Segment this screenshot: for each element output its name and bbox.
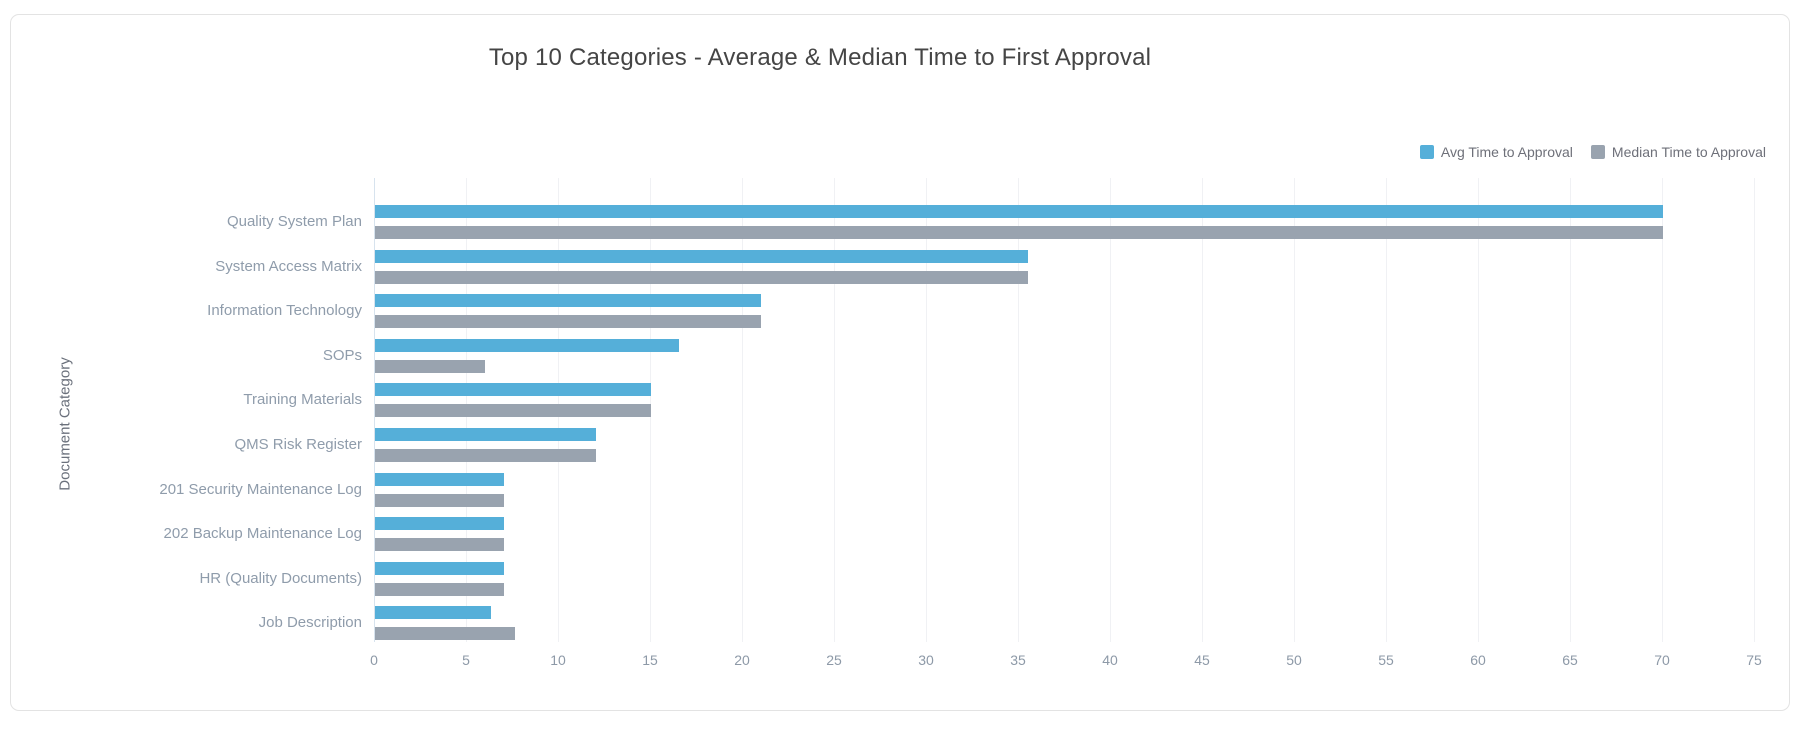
gridline — [1754, 178, 1755, 642]
gridline — [1294, 178, 1295, 642]
legend: Avg Time to Approval Median Time to Appro… — [1419, 144, 1766, 160]
bar-median[interactable] — [375, 315, 762, 329]
category-label: Training Materials — [243, 391, 362, 409]
gridline — [1386, 178, 1387, 642]
bar-median[interactable] — [375, 538, 504, 552]
x-tick-label: 65 — [1562, 652, 1578, 668]
legend-item-median[interactable]: Median Time to Approval — [1590, 144, 1766, 160]
legend-swatch-icon — [1590, 145, 1605, 159]
gridline — [926, 178, 927, 642]
bar-median[interactable] — [375, 359, 486, 373]
x-tick-label: 45 — [1194, 652, 1210, 668]
bar-median[interactable] — [375, 627, 515, 641]
x-tick-label: 55 — [1378, 652, 1394, 668]
x-tick-label: 5 — [462, 652, 470, 668]
bar-median[interactable] — [375, 449, 596, 462]
category-label: Job Description — [258, 614, 362, 632]
x-tick-label: 15 — [642, 652, 658, 668]
x-tick-label: 35 — [1010, 652, 1026, 668]
bar-avg[interactable] — [375, 249, 1029, 263]
legend-label: Avg Time to Approval — [1440, 144, 1573, 160]
legend-label: Median Time to Approval — [1611, 144, 1766, 160]
y-axis-line — [374, 178, 375, 642]
x-tick-label: 70 — [1654, 652, 1670, 668]
x-tick-label: 10 — [550, 652, 566, 668]
bar-avg[interactable] — [375, 606, 491, 620]
bar-median[interactable] — [375, 493, 504, 507]
bar-avg[interactable] — [375, 428, 596, 441]
gridline — [742, 178, 743, 642]
bar-avg[interactable] — [375, 561, 504, 575]
category-label: 202 Backup Maintenance Log — [163, 525, 362, 543]
gridline — [1110, 178, 1111, 642]
gridline — [1478, 178, 1479, 642]
bar-median[interactable] — [375, 404, 651, 418]
gridline — [834, 178, 835, 642]
bar-avg[interactable] — [375, 383, 651, 397]
category-label: System Access Matrix — [215, 257, 362, 275]
bar-avg[interactable] — [375, 338, 679, 352]
bar-avg[interactable] — [375, 472, 504, 486]
bar-median[interactable] — [375, 270, 1029, 284]
category-label: Quality System Plan — [226, 213, 362, 230]
legend-item-avg[interactable]: Avg Time to Approval — [1419, 144, 1573, 160]
x-tick-label: 20 — [734, 652, 750, 668]
category-label: HR (Quality Documents) — [199, 569, 362, 587]
category-label: SOPs — [322, 346, 362, 364]
x-tick-label: 25 — [826, 652, 842, 668]
bar-avg[interactable] — [375, 294, 762, 308]
bar-median[interactable] — [375, 226, 1663, 239]
gridline — [1662, 178, 1663, 642]
gridline — [1018, 178, 1019, 642]
bar-median[interactable] — [375, 582, 504, 596]
bar-avg[interactable] — [375, 517, 504, 531]
category-label: Information Technology — [207, 302, 362, 320]
category-label: 201 Security Maintenance Log — [159, 480, 362, 498]
gridline — [1202, 178, 1203, 642]
x-tick-label: 30 — [918, 652, 934, 668]
legend-swatch-icon — [1419, 145, 1434, 159]
x-tick-label: 50 — [1286, 652, 1302, 668]
chart-title: Top 10 Categories - Average & Median Tim… — [488, 44, 1152, 71]
bar-avg[interactable] — [375, 205, 1663, 218]
x-tick-label: 0 — [370, 652, 378, 668]
x-tick-label: 60 — [1470, 652, 1486, 668]
category-label: QMS Risk Register — [234, 436, 362, 453]
chart-card — [10, 14, 1790, 711]
x-tick-label: 75 — [1746, 652, 1762, 668]
y-axis-title: Document Category — [56, 357, 74, 491]
gridline — [1570, 178, 1571, 642]
x-tick-label: 40 — [1102, 652, 1118, 668]
